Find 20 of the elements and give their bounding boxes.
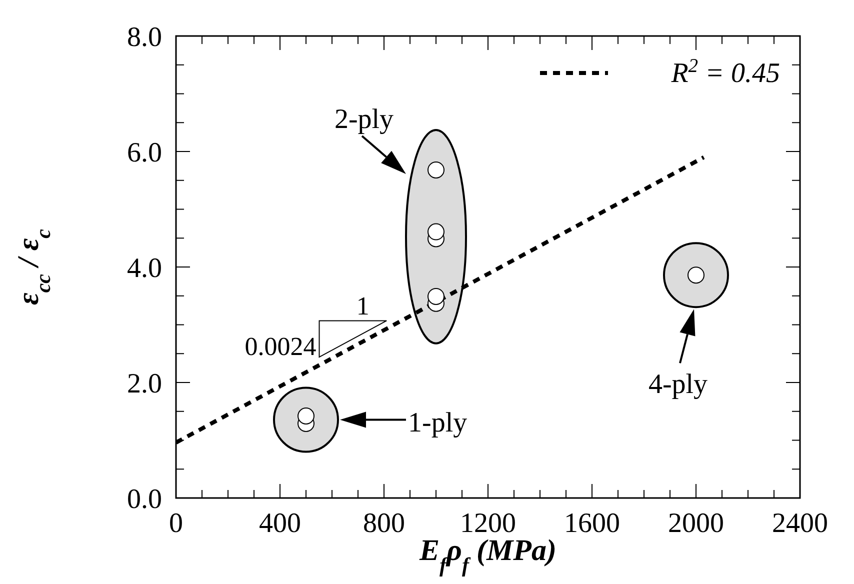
y-tick-label: 2.0 [127,368,162,400]
x-tick-label: 2400 [772,508,828,539]
x-tick-label: 1600 [564,508,620,539]
annotation: 4-ply [648,369,708,400]
point [428,223,444,240]
y-tick-label: 4.0 [127,252,162,284]
x-tick-label: 400 [259,508,301,539]
point [428,161,444,178]
legend-label: R$^{2}$ = 0.45 [670,56,780,89]
y-tick-label: 8.0 [127,22,162,53]
x-tick-label: 2000 [668,508,724,539]
annotation: 1 [356,292,370,321]
y-tick-label: 6.0 [127,137,162,168]
annotation: 1-ply [408,408,468,439]
point [428,288,444,305]
annotation: 0.0024 [244,332,316,362]
y-tick-label: 0.0 [127,484,162,515]
x-tick-label: 0 [169,508,183,539]
annotation: 2-ply [334,104,394,135]
x-tick-label: 800 [363,508,405,539]
